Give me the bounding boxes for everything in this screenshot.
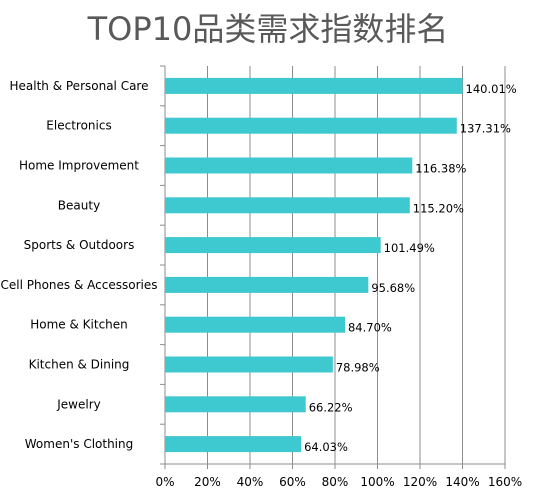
bar (165, 237, 381, 254)
category-label: Health & Personal Care (9, 79, 148, 93)
chart-title: TOP10品类需求指数排名 (87, 10, 449, 48)
x-tick-label: 20% (194, 475, 221, 489)
bar (165, 316, 345, 333)
bar (165, 356, 333, 373)
category-label: Electronics (46, 119, 111, 133)
bar (165, 436, 302, 453)
bar (165, 77, 463, 94)
data-label: 137.31% (460, 122, 511, 136)
x-tick-label: 140% (445, 475, 479, 489)
category-label: Jewelry (56, 397, 101, 411)
bar (165, 197, 410, 214)
data-label: 78.98% (336, 361, 380, 375)
data-label: 95.68% (371, 281, 415, 295)
x-tick-label: 0% (155, 475, 174, 489)
data-label: 84.70% (348, 321, 392, 335)
data-label: 116.38% (415, 162, 466, 176)
data-label: 66.22% (309, 400, 353, 414)
bar (165, 396, 306, 413)
bar (165, 117, 457, 134)
category-label: Women's Clothing (25, 437, 133, 451)
data-label: 115.20% (413, 201, 464, 215)
category-label: Home Improvement (19, 159, 139, 173)
category-label: Cell Phones & Accessories (1, 278, 158, 292)
x-tick-label: 40% (237, 475, 264, 489)
category-label: Sports & Outdoors (24, 238, 135, 252)
category-label: Kitchen & Dining (29, 358, 130, 372)
x-tick-label: 100% (360, 475, 394, 489)
x-tick-label: 80% (322, 475, 349, 489)
data-label: 64.03% (304, 440, 348, 454)
data-label: 101.49% (384, 241, 435, 255)
x-tick-label: 120% (403, 475, 437, 489)
category-label: Home & Kitchen (30, 318, 128, 332)
x-tick-label: 60% (279, 475, 306, 489)
bar (165, 276, 369, 293)
data-label: 140.01% (466, 82, 517, 96)
bar (165, 157, 413, 174)
x-tick-label: 160% (488, 475, 522, 489)
category-label: Beauty (58, 198, 100, 212)
